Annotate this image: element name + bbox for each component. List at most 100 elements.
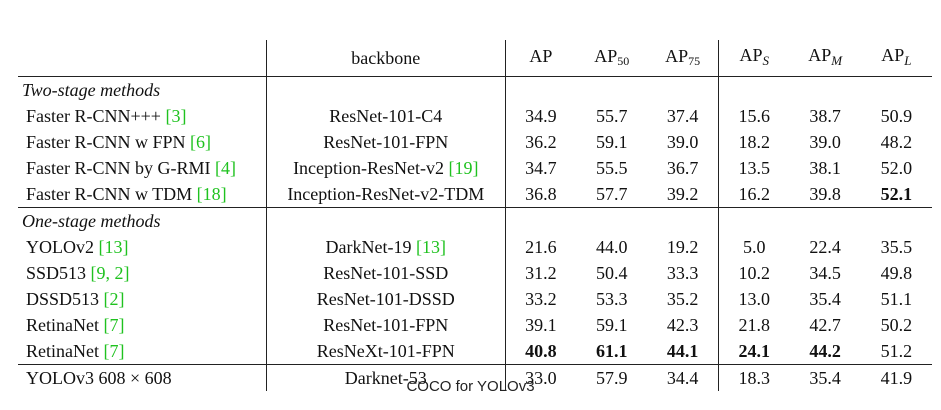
backbone-name: ResNet-101-C4: [329, 106, 443, 126]
metric-value: 48.2: [880, 132, 913, 152]
metric-value: 36.2: [525, 132, 557, 152]
method-citation: [3]: [165, 106, 187, 126]
metric-value: 34.9: [525, 106, 557, 126]
backbone-name: DarkNet-19: [325, 237, 412, 257]
method-citation: [7]: [103, 315, 125, 335]
metric-value: 49.8: [880, 263, 913, 283]
table-row: RetinaNet [7] ResNet-101-FPN 39.1 59.1 42.3 2…: [18, 312, 932, 338]
method-citation: [18]: [196, 184, 227, 204]
section-value-cell: [718, 76, 790, 103]
table-row: YOLOv2 [13] DarkNet-19 [13] 21.6 44.0 19.2 5.…: [18, 234, 932, 260]
metric-value: 10.2: [738, 263, 771, 283]
metric-value: 15.6: [738, 106, 771, 126]
metric-value: 31.2: [525, 263, 557, 283]
metric-value: 61.1: [576, 338, 648, 365]
header-apm: APM: [789, 40, 861, 77]
metric-value: 33.0: [525, 368, 557, 388]
method-citation: [13]: [98, 237, 129, 257]
metric-value: 22.4: [809, 237, 841, 257]
method-citation: [9, 2]: [90, 263, 130, 283]
section-value-cell: [647, 207, 719, 234]
metric-value: 18.3: [738, 368, 771, 388]
method-name: DSSD513: [26, 289, 100, 309]
method-cell: YOLOv3 608 × 608: [18, 365, 267, 392]
backbone-name: ResNet-101-FPN: [323, 132, 449, 152]
section-value-cell: [860, 207, 932, 234]
metric-value: 24.1: [718, 338, 790, 365]
metric-value: 44.2: [789, 338, 861, 365]
metric-value: 34.7: [525, 158, 557, 178]
metric-value: 38.7: [809, 106, 841, 126]
metric-value: 18.2: [738, 132, 771, 152]
section-value-cell: [718, 207, 790, 234]
metric-value: 50.2: [880, 315, 913, 335]
metric-value: 39.8: [789, 181, 861, 208]
backbone-name: Darknet-53: [344, 368, 427, 388]
backbone-name: ResNet-101-DSSD: [316, 289, 455, 309]
method-cell: Faster R-CNN w FPN [6]: [18, 129, 267, 155]
backbone-cell: ResNet-101-FPN: [266, 312, 506, 338]
backbone-cell: ResNet-101-DSSD: [266, 286, 506, 312]
metric-value: 50.4: [596, 263, 628, 283]
header-row: backbone AP AP50 AP75 APS APM APL: [18, 40, 932, 77]
metric-value: 40.8: [505, 338, 577, 365]
metric-value: 39.2: [647, 181, 719, 208]
backbone-name: Inception-ResNet-v2: [293, 158, 445, 178]
method-cell: YOLOv2 [13]: [18, 234, 267, 260]
backbone-cell: ResNeXt-101-FPN: [266, 338, 506, 365]
table-row: Faster R-CNN by G-RMI [4] Inception-ResNe…: [18, 155, 932, 181]
method-citation: [4]: [215, 158, 236, 178]
backbone-name: ResNet-101-FPN: [323, 315, 449, 335]
metric-value: 5.0: [743, 237, 766, 257]
metric-value: 38.1: [809, 158, 841, 178]
metric-value: 39.1: [525, 315, 557, 335]
backbone-cell: Darknet-53: [266, 364, 506, 391]
section-row: One-stage methods: [18, 207, 932, 234]
metric-value: 44.1: [647, 338, 719, 365]
method-name: Faster R-CNN+++: [26, 106, 161, 126]
metric-value: 21.6: [525, 237, 557, 257]
metric-value: 35.4: [809, 368, 841, 388]
metric-value: 42.3: [647, 312, 719, 338]
table-row: RetinaNet [7] ResNeXt-101-FPN 40.8 61.1 44.1…: [18, 338, 932, 365]
method-cell: Faster R-CNN by G-RMI [4]: [18, 155, 267, 181]
metric-value: 57.9: [596, 368, 628, 388]
backbone-citation: [19]: [448, 158, 479, 178]
metric-value: 21.8: [738, 315, 771, 335]
backbone-cell: ResNet-101-FPN: [266, 129, 506, 155]
method-name: Faster R-CNN w TDM: [26, 184, 193, 204]
metric-value: 59.1: [596, 132, 628, 152]
metric-value: 36.7: [647, 155, 719, 181]
header-ap50: AP50: [576, 40, 648, 77]
method-name: Faster R-CNN w FPN: [26, 132, 186, 152]
section-value-cell: [789, 207, 861, 234]
method-cell: RetinaNet [7]: [18, 338, 267, 365]
metric-value: 44.0: [596, 237, 628, 257]
method-name: YOLOv3 608 × 608: [26, 368, 172, 388]
method-cell: DSSD513 [2]: [18, 286, 267, 312]
metric-value: 16.2: [718, 181, 790, 208]
method-cell: RetinaNet [7]: [18, 312, 267, 338]
backbone-name: ResNet-101-SSD: [323, 263, 449, 283]
section-title: Two-stage methods: [18, 76, 267, 103]
method-cell: SSD513 [9, 2]: [18, 260, 267, 286]
table-row: DSSD513 [2] ResNet-101-DSSD 33.2 53.3 35.2 13…: [18, 286, 932, 312]
backbone-name: Inception-ResNet-v2-TDM: [287, 184, 485, 204]
metric-value: 13.0: [738, 289, 771, 309]
method-cell: Faster R-CNN+++ [3]: [18, 103, 267, 129]
header-aps: APS: [718, 40, 790, 77]
header-ap: AP: [505, 40, 577, 77]
section-backbone-cell: [266, 207, 506, 234]
metric-value: 33.2: [525, 289, 557, 309]
metric-value: 34.5: [809, 263, 841, 283]
header-ap75: AP75: [647, 40, 719, 77]
method-name: Faster R-CNN by G-RMI: [26, 158, 211, 178]
metric-value: 55.7: [596, 106, 628, 126]
backbone-cell: DarkNet-19 [13]: [266, 234, 506, 260]
section-backbone-cell: [266, 76, 506, 103]
header-backbone: backbone: [266, 40, 506, 77]
section-value-cell: [647, 76, 719, 103]
metric-value: 19.2: [647, 234, 719, 260]
metric-value: 13.5: [738, 158, 771, 178]
metric-value: 42.7: [809, 315, 841, 335]
